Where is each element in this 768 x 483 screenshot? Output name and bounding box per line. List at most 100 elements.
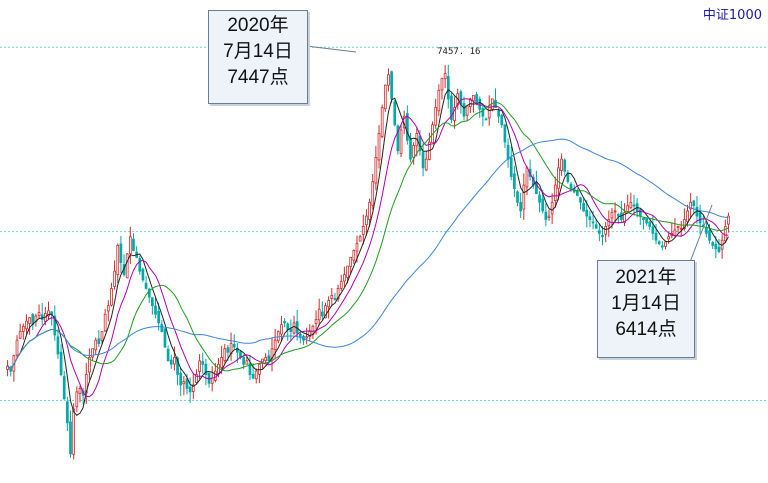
candle-body (179, 373, 183, 386)
candle-body (78, 387, 82, 394)
moving-averages (7, 88, 729, 416)
candle-body (705, 227, 708, 234)
candle-body (40, 314, 44, 320)
candle-body (28, 317, 31, 324)
candle-body (264, 356, 268, 362)
candle (390, 70, 393, 104)
candle (179, 367, 183, 396)
candle-body (541, 198, 545, 212)
candle (368, 198, 371, 227)
candle (500, 113, 504, 128)
candle-body (579, 197, 582, 203)
candle (711, 240, 715, 249)
candle-body (654, 232, 658, 241)
candle (245, 356, 249, 365)
candle-body (714, 244, 718, 250)
annotation-callout-recent: 2021年 1月14日 6414点 (597, 260, 695, 358)
candle-body (494, 99, 497, 108)
candle (18, 323, 22, 340)
candle (305, 327, 308, 345)
candle (273, 328, 277, 360)
candle-body (607, 219, 611, 227)
candle-body (66, 401, 69, 424)
candle-body (314, 319, 318, 324)
candle-body (226, 347, 230, 353)
candle (119, 236, 123, 274)
candle-body (519, 201, 523, 212)
candle-body (59, 351, 63, 376)
candle (566, 170, 570, 184)
candle-body (72, 408, 76, 455)
candle (692, 199, 696, 215)
callout-leader-peak (305, 45, 357, 53)
candle-body (390, 71, 393, 100)
candle-body (365, 215, 368, 226)
candle (25, 314, 28, 335)
candle (645, 217, 648, 226)
candle-body (396, 125, 400, 152)
candle-body (276, 331, 280, 342)
candle (632, 194, 636, 216)
candle-body (201, 361, 205, 365)
candle-body (182, 381, 186, 385)
candle-body (47, 310, 50, 317)
candle-body (188, 386, 192, 393)
candle-body (97, 338, 101, 345)
candle-body (75, 391, 79, 408)
candle-body (106, 305, 110, 312)
candle-body (270, 348, 274, 361)
candle (6, 360, 9, 377)
candle-body (160, 324, 164, 332)
candle-body (616, 213, 620, 217)
candle (604, 222, 608, 243)
candle (371, 174, 375, 210)
candle (648, 220, 652, 231)
candle (37, 304, 41, 320)
candle (349, 257, 353, 274)
candle-body (443, 73, 447, 80)
candle (343, 266, 346, 287)
candle (169, 354, 173, 369)
candle (270, 338, 274, 372)
ma60-line (7, 138, 729, 370)
candle (616, 213, 620, 224)
candle (506, 138, 510, 168)
candle-body (245, 360, 249, 365)
candle (69, 410, 72, 458)
candle (15, 335, 19, 359)
candle-body (166, 348, 170, 362)
candle-body (525, 167, 529, 188)
candle (365, 209, 368, 236)
candle (166, 345, 170, 362)
callout-year: 2020年 (227, 15, 289, 36)
candle-body (547, 215, 551, 218)
candle-body (660, 245, 664, 248)
candle-body (708, 230, 711, 241)
candle-body (128, 236, 132, 255)
candle-body (343, 274, 346, 282)
candle-body (601, 235, 604, 238)
candle-body (321, 311, 324, 317)
candle-body (598, 230, 601, 234)
candle-body (374, 157, 378, 184)
candle (509, 146, 513, 181)
candle-body (37, 312, 41, 317)
candle (383, 84, 387, 112)
candle (446, 64, 450, 109)
candle (513, 165, 516, 198)
candle (598, 223, 601, 242)
candle (173, 346, 176, 371)
candle-body (380, 107, 384, 138)
candle-body (472, 95, 475, 102)
candle (380, 104, 384, 139)
candle-body (69, 421, 72, 455)
candle-body (513, 173, 516, 189)
candle-body (141, 268, 145, 281)
candle-body (651, 226, 655, 234)
candle-body (664, 241, 667, 247)
candle-body (91, 348, 94, 358)
candle (654, 224, 658, 245)
candle (689, 193, 692, 219)
candle-body (638, 209, 642, 217)
callout-day: 1月14日 (611, 293, 681, 314)
